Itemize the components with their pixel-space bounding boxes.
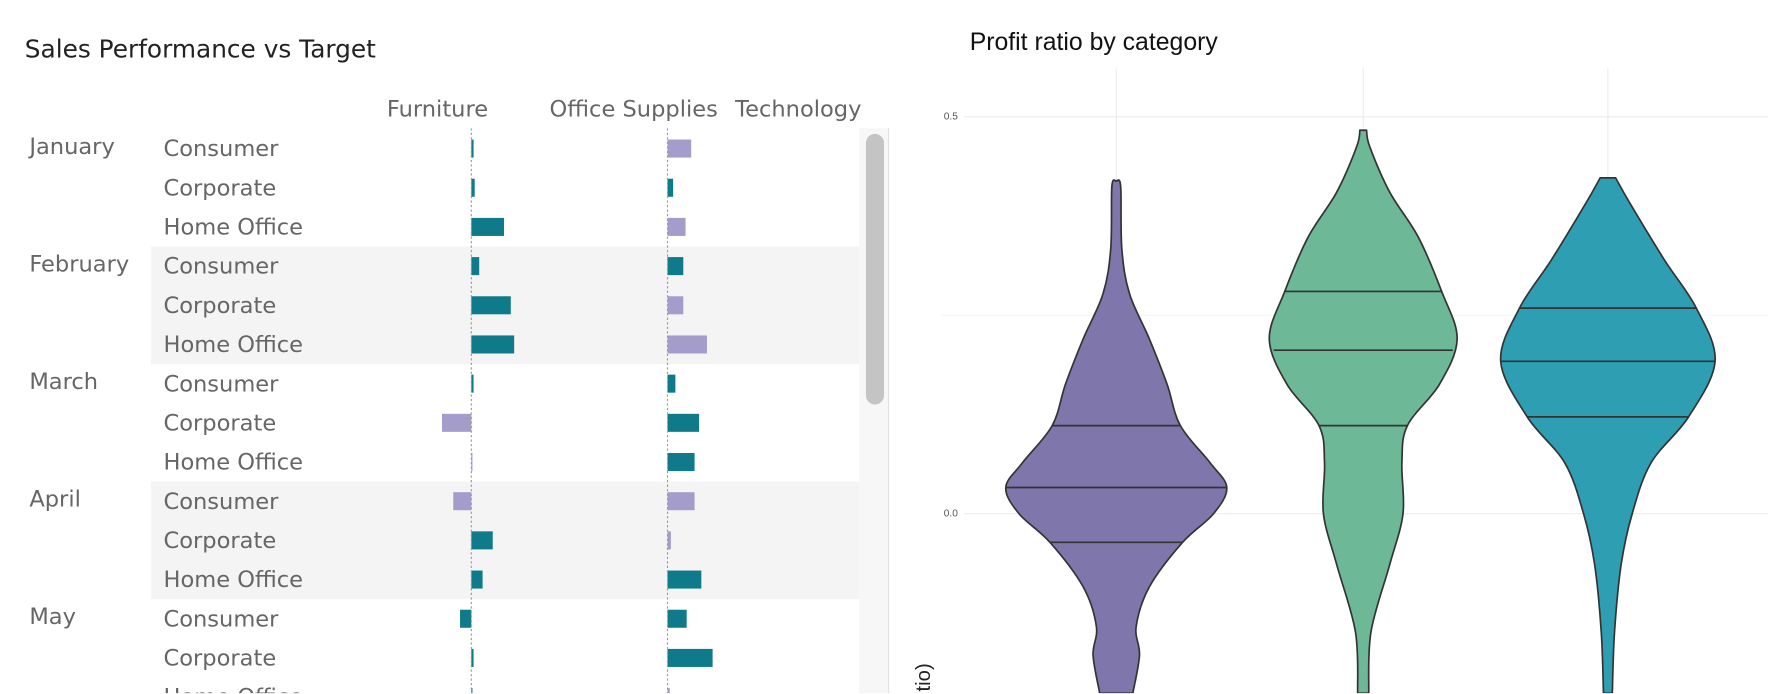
month-label: March xyxy=(29,369,98,395)
bar xyxy=(667,688,670,694)
violin-chart: 0.0 0.5 tio) xyxy=(913,68,1768,694)
bar xyxy=(471,257,480,276)
bar xyxy=(471,335,515,354)
bar xyxy=(667,257,684,276)
bar xyxy=(667,296,684,315)
table-body: January Consumer Corporate Home Office Febru… xyxy=(27,128,860,694)
bar xyxy=(667,452,695,472)
bar xyxy=(471,296,511,315)
bar xyxy=(667,335,707,354)
bar xyxy=(471,688,473,694)
violin xyxy=(1268,129,1458,694)
month-label: April xyxy=(29,487,81,513)
bar xyxy=(471,570,483,589)
segment-label: Consumer xyxy=(163,371,279,397)
column-header: Furniture xyxy=(387,97,488,123)
left-title: Sales Performance vs Target xyxy=(25,34,376,63)
bar xyxy=(460,609,472,628)
bar xyxy=(471,648,474,667)
right-title: Profit ratio by category xyxy=(970,29,1219,56)
segment-label: Corporate xyxy=(163,293,276,319)
segment-label: Home Office xyxy=(163,450,303,476)
bar xyxy=(442,413,472,432)
header-mask xyxy=(859,0,972,103)
segment-label: Home Office xyxy=(163,215,303,241)
scrollbar[interactable] xyxy=(865,133,884,405)
segment-label: Consumer xyxy=(163,254,279,280)
segment-label: Corporate xyxy=(163,528,276,554)
bar xyxy=(667,374,676,393)
segment-label: Corporate xyxy=(163,175,276,201)
band xyxy=(151,481,860,600)
month-label: May xyxy=(29,604,76,630)
segment-label: Consumer xyxy=(163,606,279,632)
bar xyxy=(471,217,505,236)
segment-label: Corporate xyxy=(163,646,276,672)
month-label: January xyxy=(27,134,114,160)
segment-label: Consumer xyxy=(163,136,279,162)
bar xyxy=(667,492,695,511)
bar xyxy=(667,531,671,550)
violin xyxy=(1004,179,1228,694)
y-axis-label: tio) xyxy=(913,663,935,691)
violin xyxy=(1499,177,1716,694)
column-header: Technology xyxy=(734,97,861,123)
bar xyxy=(471,178,475,197)
bar xyxy=(667,570,702,589)
segment-label: Home Office xyxy=(163,567,303,593)
bar xyxy=(471,139,474,158)
bar xyxy=(471,374,474,393)
bar xyxy=(667,609,687,628)
segment-label: Corporate xyxy=(163,410,276,436)
column-header: Office Supplies xyxy=(550,97,718,123)
bar xyxy=(453,492,472,511)
segment-label: Home Office xyxy=(163,332,303,358)
bar xyxy=(667,139,692,158)
bar xyxy=(471,531,493,550)
segment-label: Home Office xyxy=(163,685,303,694)
bar xyxy=(667,217,686,236)
month-label: February xyxy=(29,251,129,277)
segment-label: Consumer xyxy=(163,489,279,515)
y-tick-label: 0.0 xyxy=(944,508,958,519)
bar xyxy=(667,178,674,197)
y-tick-label: 0.5 xyxy=(944,111,958,122)
bar xyxy=(667,648,713,667)
bar xyxy=(667,413,700,432)
